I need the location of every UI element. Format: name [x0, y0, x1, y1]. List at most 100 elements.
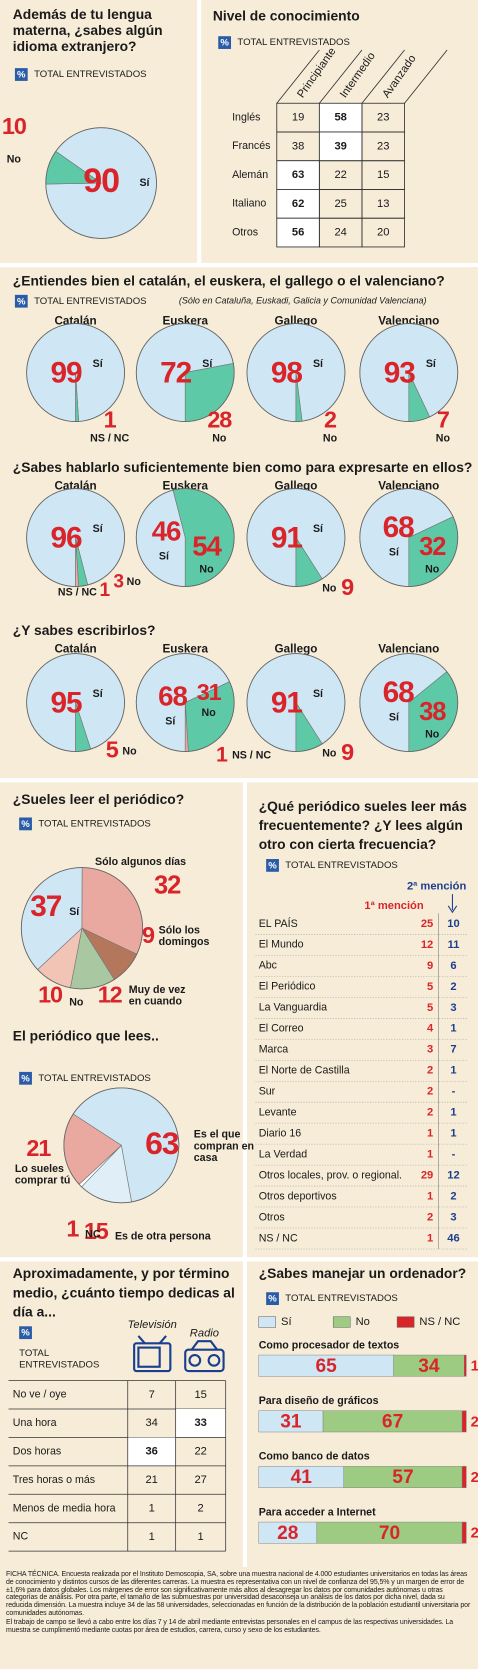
row-label: El Mundo: [259, 939, 304, 951]
row-label: Otros locales, prov. o regional.: [259, 1169, 402, 1181]
cell-value: 7: [149, 1389, 155, 1401]
cell-value: 2: [198, 1502, 204, 1514]
cell-value: 62: [292, 198, 304, 210]
badge: %: [21, 1073, 30, 1084]
category-label: Es de otra persona: [115, 1231, 211, 1243]
value-label: 91: [271, 687, 303, 720]
row-label: Abc: [259, 960, 278, 972]
table-title: Nivel de conocimiento: [213, 8, 360, 24]
pie-title: Euskera: [162, 315, 208, 328]
row-label: NC: [13, 1531, 29, 1543]
category-label: Sí: [165, 716, 176, 728]
category-label: No: [212, 432, 227, 444]
row-label: Alemán: [232, 169, 268, 181]
chart-title: El periódico que lees..: [13, 1027, 159, 1043]
category-label: No: [436, 432, 451, 444]
column-header: Principiante: [295, 46, 338, 101]
value-label: 96: [50, 522, 82, 555]
subtitle: TOTAL ENTREVISTADOS: [34, 296, 146, 307]
category-label: NC: [85, 1229, 101, 1241]
subtitle: TOTAL ENTREVISTADOS: [285, 860, 397, 871]
table-title: Aproximadamente, y por término medio, ¿cu…: [13, 1265, 235, 1319]
bar-segment: [461, 1521, 467, 1544]
row-label: Dos horas: [13, 1445, 61, 1457]
legend-label: NS / NC: [419, 1316, 460, 1328]
text-line: frecuentemente? ¿Y lees algún: [259, 817, 463, 833]
cell-value: 1: [149, 1531, 155, 1543]
category-label: NS / NC: [232, 750, 271, 762]
cell-value: 38: [292, 140, 304, 152]
category-label: Sí: [313, 358, 324, 370]
badge: %: [21, 819, 30, 830]
value-label: 65: [316, 1356, 338, 1377]
value-label: 28: [207, 407, 232, 433]
value-label: 98: [271, 357, 303, 390]
category-label: Sí: [426, 358, 437, 370]
row-label: Inglés: [232, 111, 260, 123]
badge-box: [218, 36, 232, 49]
cell-value: 1: [450, 1023, 456, 1035]
pie-title: Gallego: [275, 480, 318, 493]
value-label: 46: [152, 516, 181, 547]
pie-outline: [246, 323, 346, 422]
pie-outline: [26, 653, 125, 752]
value-label: 21: [26, 1135, 51, 1161]
note: (Sólo en Cataluña, Euskadi, Galicia y Co…: [179, 296, 427, 306]
bar-segment: [464, 1354, 467, 1377]
category-label: No: [127, 576, 142, 588]
badge-box: [19, 817, 32, 831]
row-label: NS / NC: [259, 1232, 298, 1244]
value-label: 31: [197, 679, 222, 705]
value-label: 67: [382, 1411, 403, 1432]
radio-handle: [190, 1340, 219, 1351]
subtitle: TOTAL ENTREVISTADOS: [38, 818, 150, 829]
table-cell: [361, 217, 405, 248]
value-label: 28: [277, 1523, 299, 1544]
row-label: El Periódico: [259, 981, 316, 993]
category-label: Sólo los domingos: [159, 924, 210, 948]
text-line: en cuando: [129, 995, 183, 1007]
radio-speaker: [207, 1353, 221, 1367]
value-label: 38: [419, 698, 446, 726]
cell-value: 15: [194, 1389, 206, 1401]
value-label: 1: [100, 580, 111, 601]
radio-icon: [184, 1340, 225, 1373]
text-line: Aproximadamente, y por término: [13, 1265, 230, 1281]
pie-outline: [45, 127, 157, 239]
row-label: Otros: [232, 226, 258, 238]
bar-segment: [461, 1410, 467, 1433]
cell-value: 34: [145, 1417, 157, 1429]
badge-box: [19, 1071, 32, 1085]
cell-value: 2: [450, 981, 456, 993]
text-line: idioma extranjero?: [13, 37, 137, 53]
value-label: 9: [142, 922, 155, 948]
legend-swatch: [258, 1316, 276, 1328]
badge-box: [14, 68, 28, 81]
badge: %: [17, 70, 26, 81]
text-line: casa: [194, 1152, 218, 1164]
pie-title: Gallego: [275, 642, 318, 655]
cell-value: 19: [292, 112, 304, 124]
cell-value: 15: [377, 169, 389, 181]
pie-title: Gallego: [275, 315, 318, 328]
category-label: No: [425, 728, 440, 740]
table-cell: [276, 217, 320, 248]
bar-segment: [461, 1466, 467, 1488]
row-label: Italiano: [232, 198, 266, 210]
row-label: Una hora: [13, 1417, 57, 1429]
cell-value: 1: [427, 1128, 433, 1140]
row-label: No ve / oye: [13, 1389, 67, 1401]
row-label: Sur: [259, 1086, 276, 1098]
text-line: TOTAL: [19, 1347, 50, 1358]
footnote-paragraph: FICHA TÉCNICA. Encuesta realizada por el…: [6, 1571, 471, 1617]
badge: %: [17, 296, 26, 307]
header-divider: [276, 49, 320, 104]
tv-icon: [133, 1335, 172, 1373]
row-label: EL PAÍS: [259, 917, 298, 930]
cell-value: 63: [292, 169, 304, 181]
value-label: 10: [38, 982, 63, 1008]
value-label: 12: [98, 982, 123, 1008]
pie-title: Catalán: [54, 315, 96, 328]
tv-antenna: [158, 1335, 167, 1345]
legend-label: No: [356, 1316, 370, 1328]
